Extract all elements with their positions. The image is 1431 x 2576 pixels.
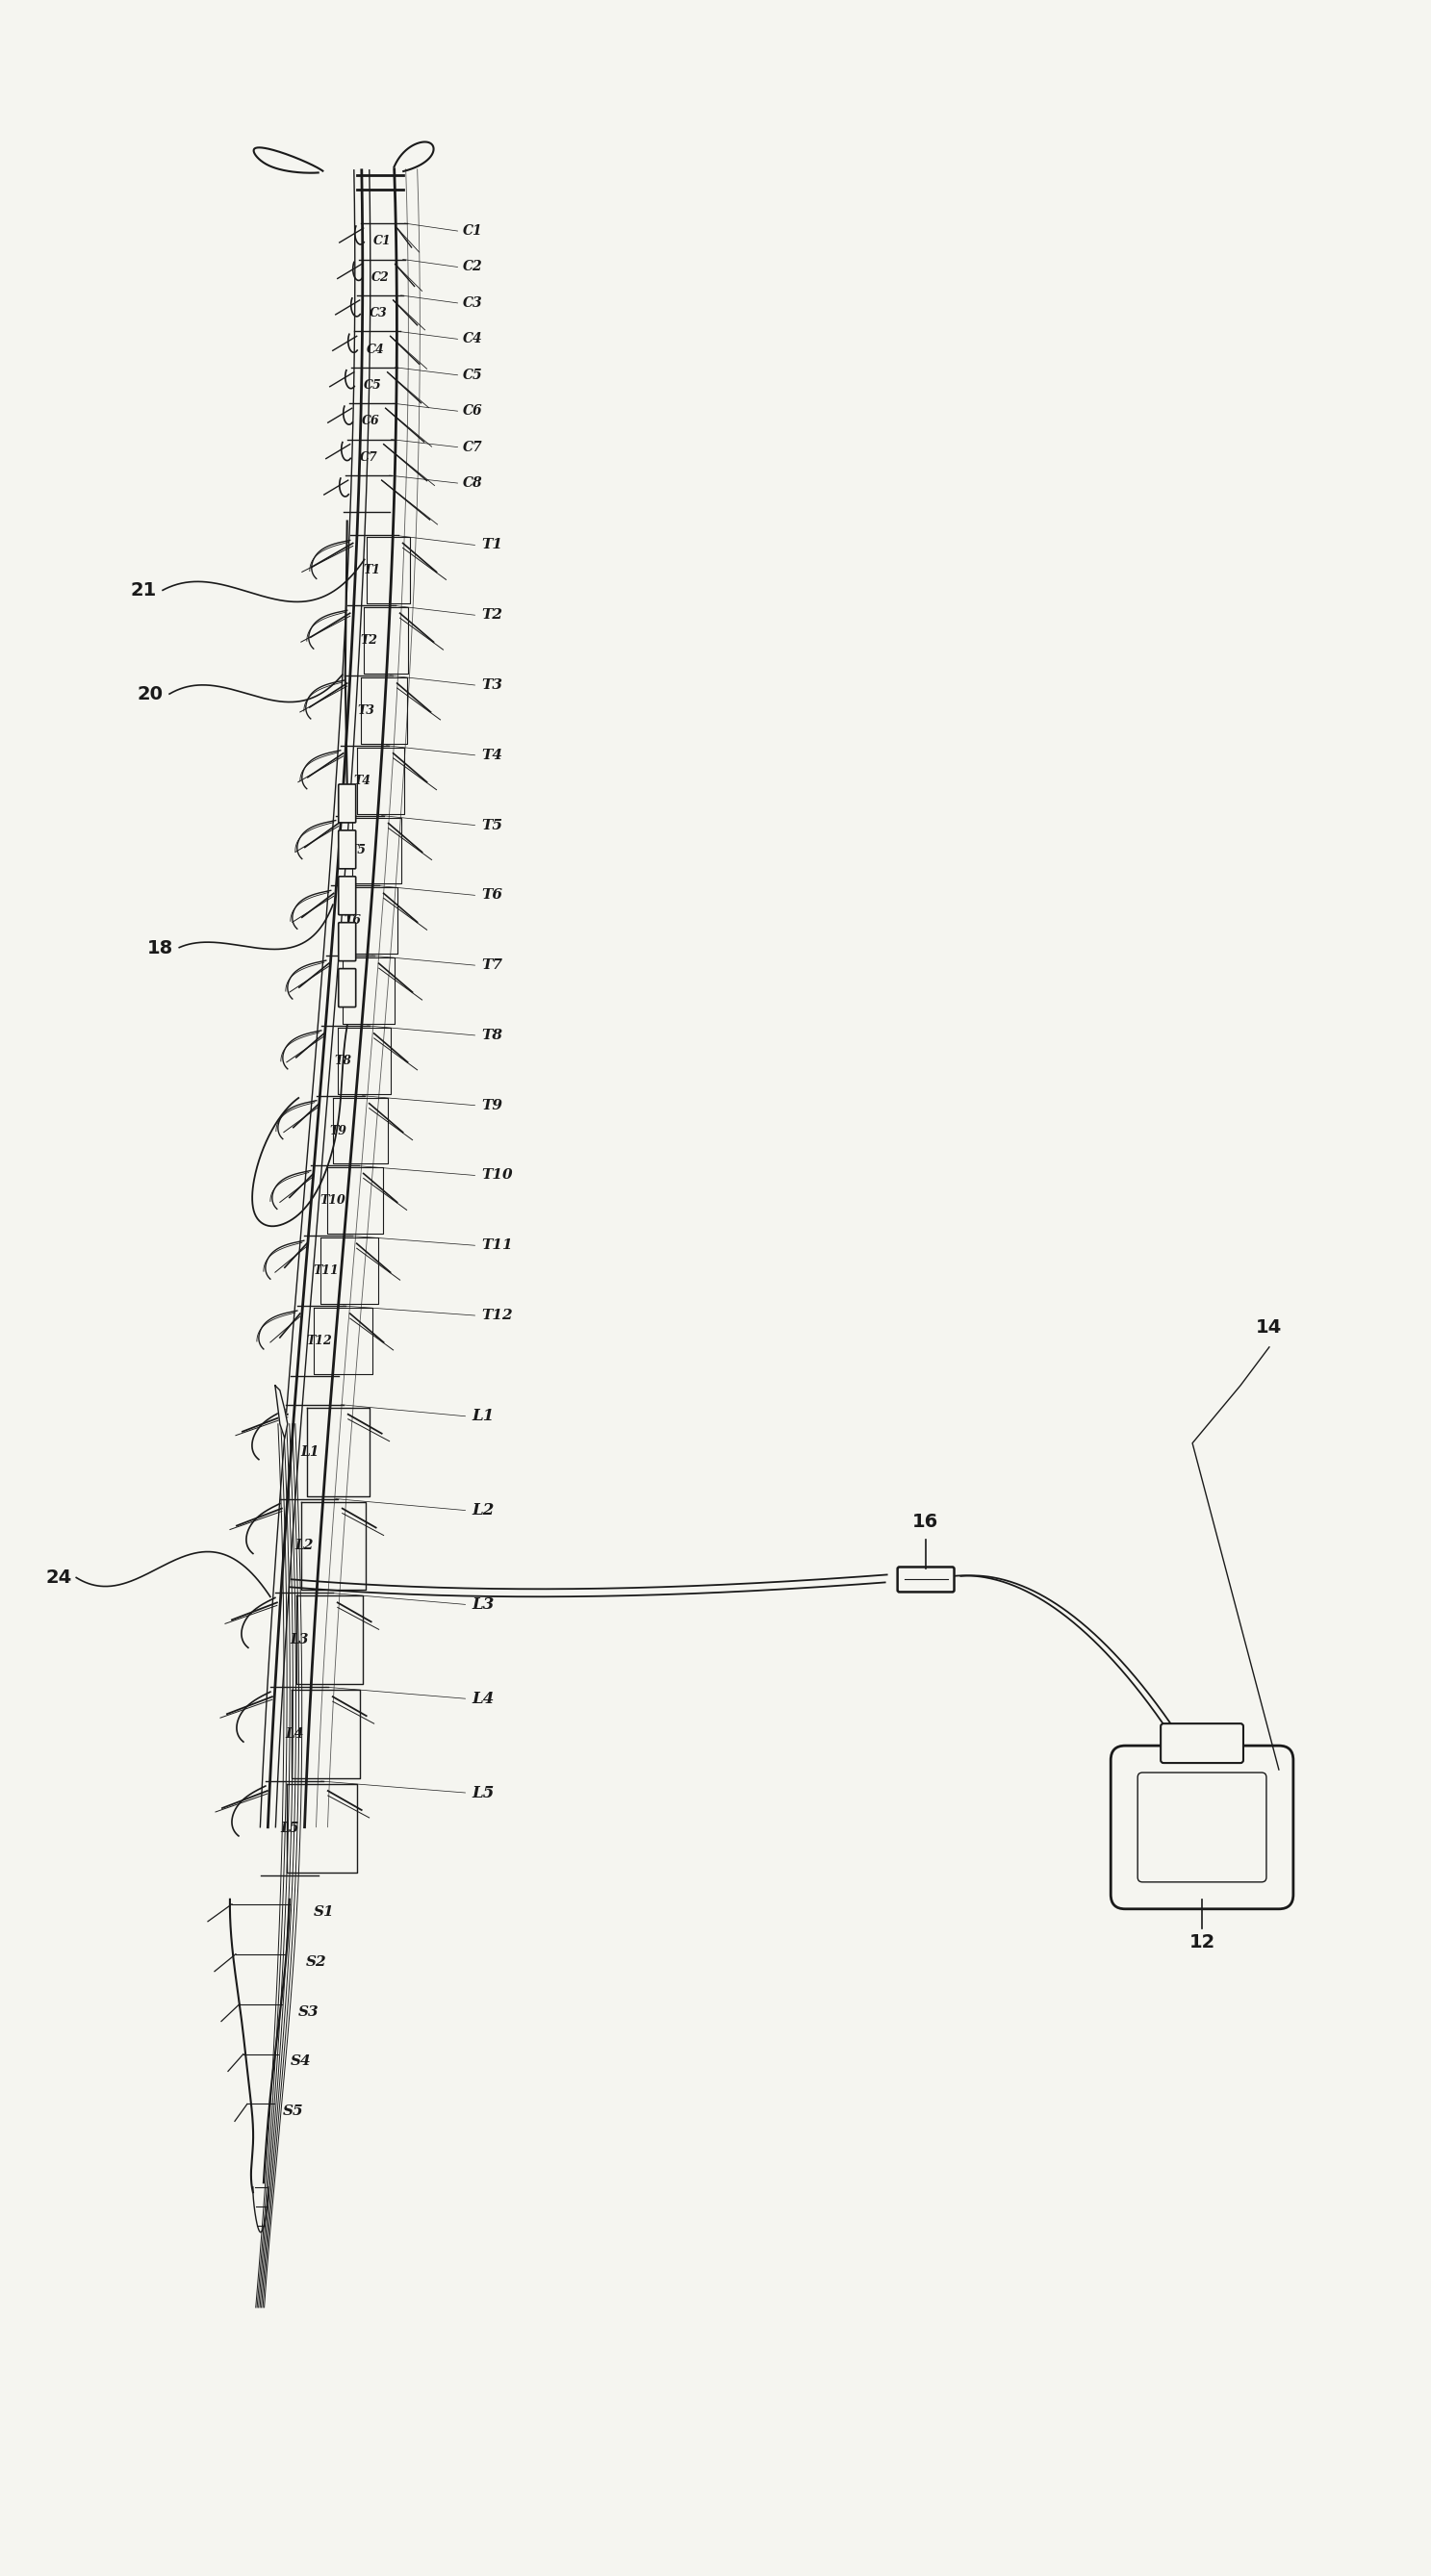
Text: S3: S3 [298,2004,319,2020]
Text: T2: T2 [361,634,378,647]
Text: S5: S5 [283,2105,303,2117]
Text: L2: L2 [295,1538,313,1553]
Text: L3: L3 [290,1633,309,1646]
Text: L5: L5 [280,1821,299,1834]
Text: L5: L5 [472,1785,495,1801]
FancyBboxPatch shape [339,922,356,961]
Text: L1: L1 [472,1409,495,1425]
Text: T6: T6 [345,914,362,927]
Text: S2: S2 [306,1955,326,1968]
Polygon shape [275,1386,288,1437]
Text: L2: L2 [472,1502,495,1517]
Text: C6: C6 [362,415,381,428]
Text: T12: T12 [306,1334,332,1347]
Text: T11: T11 [313,1265,339,1278]
Text: C1: C1 [462,224,482,237]
Text: T5: T5 [349,845,366,858]
Text: T12: T12 [482,1309,512,1321]
Text: C3: C3 [369,307,388,319]
Text: C5: C5 [462,368,482,381]
Text: C2: C2 [462,260,482,273]
Text: T1: T1 [363,564,381,577]
Text: T1: T1 [482,538,502,551]
Text: C4: C4 [366,343,385,355]
Text: T9: T9 [329,1126,348,1136]
FancyBboxPatch shape [1138,1772,1266,1883]
Text: C8: C8 [462,477,482,489]
Text: T10: T10 [482,1170,512,1182]
Text: T8: T8 [335,1054,352,1066]
Text: L4: L4 [472,1690,495,1708]
Text: S1: S1 [313,1906,335,1919]
FancyBboxPatch shape [339,876,356,914]
Text: 16: 16 [913,1512,939,1530]
Text: C7: C7 [462,440,482,453]
Text: T7: T7 [339,984,356,997]
Text: C3: C3 [462,296,482,309]
Text: T4: T4 [353,775,371,786]
Text: T2: T2 [482,608,502,621]
Text: L1: L1 [301,1445,319,1458]
Text: T4: T4 [482,750,502,762]
Text: L4: L4 [285,1728,303,1741]
Text: T11: T11 [482,1239,512,1252]
Text: 12: 12 [1189,1935,1215,1953]
Text: T9: T9 [482,1097,502,1113]
Text: 18: 18 [147,940,173,958]
Text: T5: T5 [482,819,502,832]
Text: C1: C1 [373,234,392,247]
Text: C4: C4 [462,332,482,345]
Text: L3: L3 [472,1597,495,1613]
Text: T6: T6 [482,889,502,902]
Text: 24: 24 [46,1569,72,1587]
Text: C7: C7 [361,451,378,464]
Text: T7: T7 [482,958,502,971]
Text: T3: T3 [358,703,375,716]
Text: 20: 20 [137,685,163,703]
Text: C5: C5 [363,379,382,392]
Text: T10: T10 [321,1195,346,1208]
FancyBboxPatch shape [897,1566,954,1592]
Text: S4: S4 [290,2056,312,2069]
Text: 14: 14 [1256,1319,1282,1337]
Text: C6: C6 [462,404,482,417]
FancyBboxPatch shape [1110,1747,1294,1909]
Text: C2: C2 [372,270,389,283]
Text: T3: T3 [482,677,502,693]
FancyBboxPatch shape [339,969,356,1007]
Text: T8: T8 [482,1028,502,1043]
FancyBboxPatch shape [339,829,356,868]
FancyBboxPatch shape [1161,1723,1244,1762]
FancyBboxPatch shape [339,783,356,822]
Text: 21: 21 [130,582,156,600]
